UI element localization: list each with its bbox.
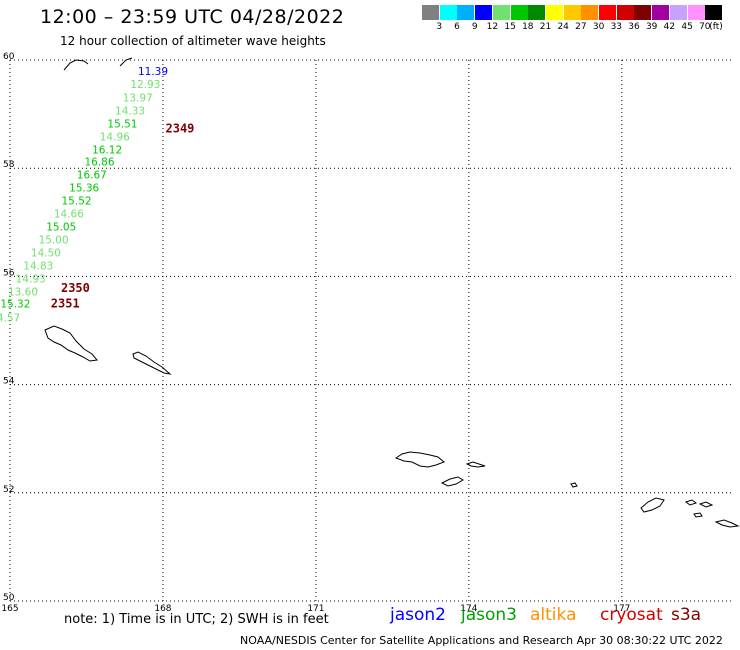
island-near-islands [394,451,445,468]
map-subtitle: 12 hour collection of altimeter wave hei… [60,34,326,48]
satellite-jason3: jason3 [461,605,517,625]
color-swatch [687,5,705,20]
wave-height-value: 16.67 [77,170,107,182]
longitude-label: 165 [1,604,18,614]
color-scale-label: 42 [663,22,676,32]
satellite-altika: altika [530,605,577,625]
island-buldir [440,476,464,487]
track-time-label: 2349 [166,122,195,136]
island-small-a [570,482,578,488]
color-swatch [545,5,563,20]
track-time-label: 2350 [61,281,90,295]
color-scale-label: 39 [645,22,658,32]
wave-height-value: 15.32 [0,298,30,310]
longitude-label: 168 [154,604,171,614]
color-swatch [563,5,581,20]
color-swatch [475,5,493,20]
wave-height-value: 13.97 [123,92,153,104]
color-scale-label: 12 [486,22,499,32]
wave-height-value: 15.05 [46,222,76,234]
island-small-c [693,512,703,518]
latitude-label: 56 [3,268,15,278]
color-swatch [510,5,528,20]
footer-note: note: 1) Time is in UTC; 2) SWH is in fe… [64,612,329,627]
wave-height-value: 14.57 [0,313,20,325]
color-scale-label: 18 [522,22,534,32]
color-swatch [457,5,475,20]
color-scale-label: 6 [454,22,460,32]
latitude-label: 60 [3,52,15,62]
island-rat-islands [640,497,665,513]
color-swatch [581,5,599,20]
latitude-label: 52 [3,485,14,495]
color-swatch [599,5,616,20]
island-semichi [465,461,486,468]
wave-height-value: 15.51 [107,118,137,130]
longitude-label: 174 [460,604,477,614]
wave-height-value: 14.83 [23,261,53,273]
track-time-label: 2351 [51,296,80,310]
latitude-label: 58 [3,160,15,170]
satellite-cryosat: cryosat [600,605,663,625]
color-swatch [422,5,439,20]
wave-height-value: 12.93 [130,79,160,91]
island-medny [132,351,172,375]
island-small-b [684,499,714,508]
wave-height-value: 14.96 [100,131,130,143]
satellite-s3a: s3a [671,605,702,625]
color-swatch [616,5,634,20]
color-swatch [652,5,670,20]
coastline-kamchatka [63,57,133,71]
color-scale-label: 45 [681,22,693,32]
latitude-label: 50 [3,593,15,603]
map-title: 12:00 – 23:59 UTC 04/28/2022 [40,6,345,28]
color-swatch [492,5,510,20]
wave-height-value: 14.33 [115,105,145,117]
wave-height-value: 16.86 [84,157,114,169]
color-scale-label: 30 [592,22,605,32]
color-scale-label: 21 [539,22,552,32]
color-scale-label: 27 [575,22,587,32]
island-bering [44,325,98,362]
wave-height-value: 15.52 [62,196,92,208]
color-scale-label: 33 [610,22,623,32]
color-swatch [705,5,723,20]
wave-height-value: 11.39 [138,66,168,78]
color-scale-label: 70 [699,22,711,32]
wave-height-value: 15.36 [69,183,99,195]
color-scale-unit: (ft) [709,22,723,32]
wave-height-value: 15.00 [39,235,69,247]
color-swatch [669,5,687,20]
color-scale-label: 24 [557,22,569,32]
wave-height-value: 16.12 [92,144,122,156]
wave-height-value: 14.93 [16,274,46,286]
color-swatch [439,5,457,20]
satellite-jason2: jason2 [390,605,446,625]
color-scale-label: 3 [436,22,443,32]
longitude-label: 171 [307,604,324,614]
wave-height-value: 13.60 [8,287,38,299]
color-swatch [528,5,546,20]
longitude-label: 177 [613,604,630,614]
color-swatch [634,5,652,20]
latitude-label: 54 [3,377,15,387]
color-scale-label: 15 [504,22,516,32]
color-scale-label: 36 [628,22,640,32]
island-andreanof [714,519,740,528]
wave-height-value: 14.66 [54,209,84,221]
credit-line: NOAA/NESDIS Center for Satellite Applica… [240,634,723,647]
color-scale-label: 9 [471,22,478,32]
wave-height-value: 14.50 [31,248,61,260]
